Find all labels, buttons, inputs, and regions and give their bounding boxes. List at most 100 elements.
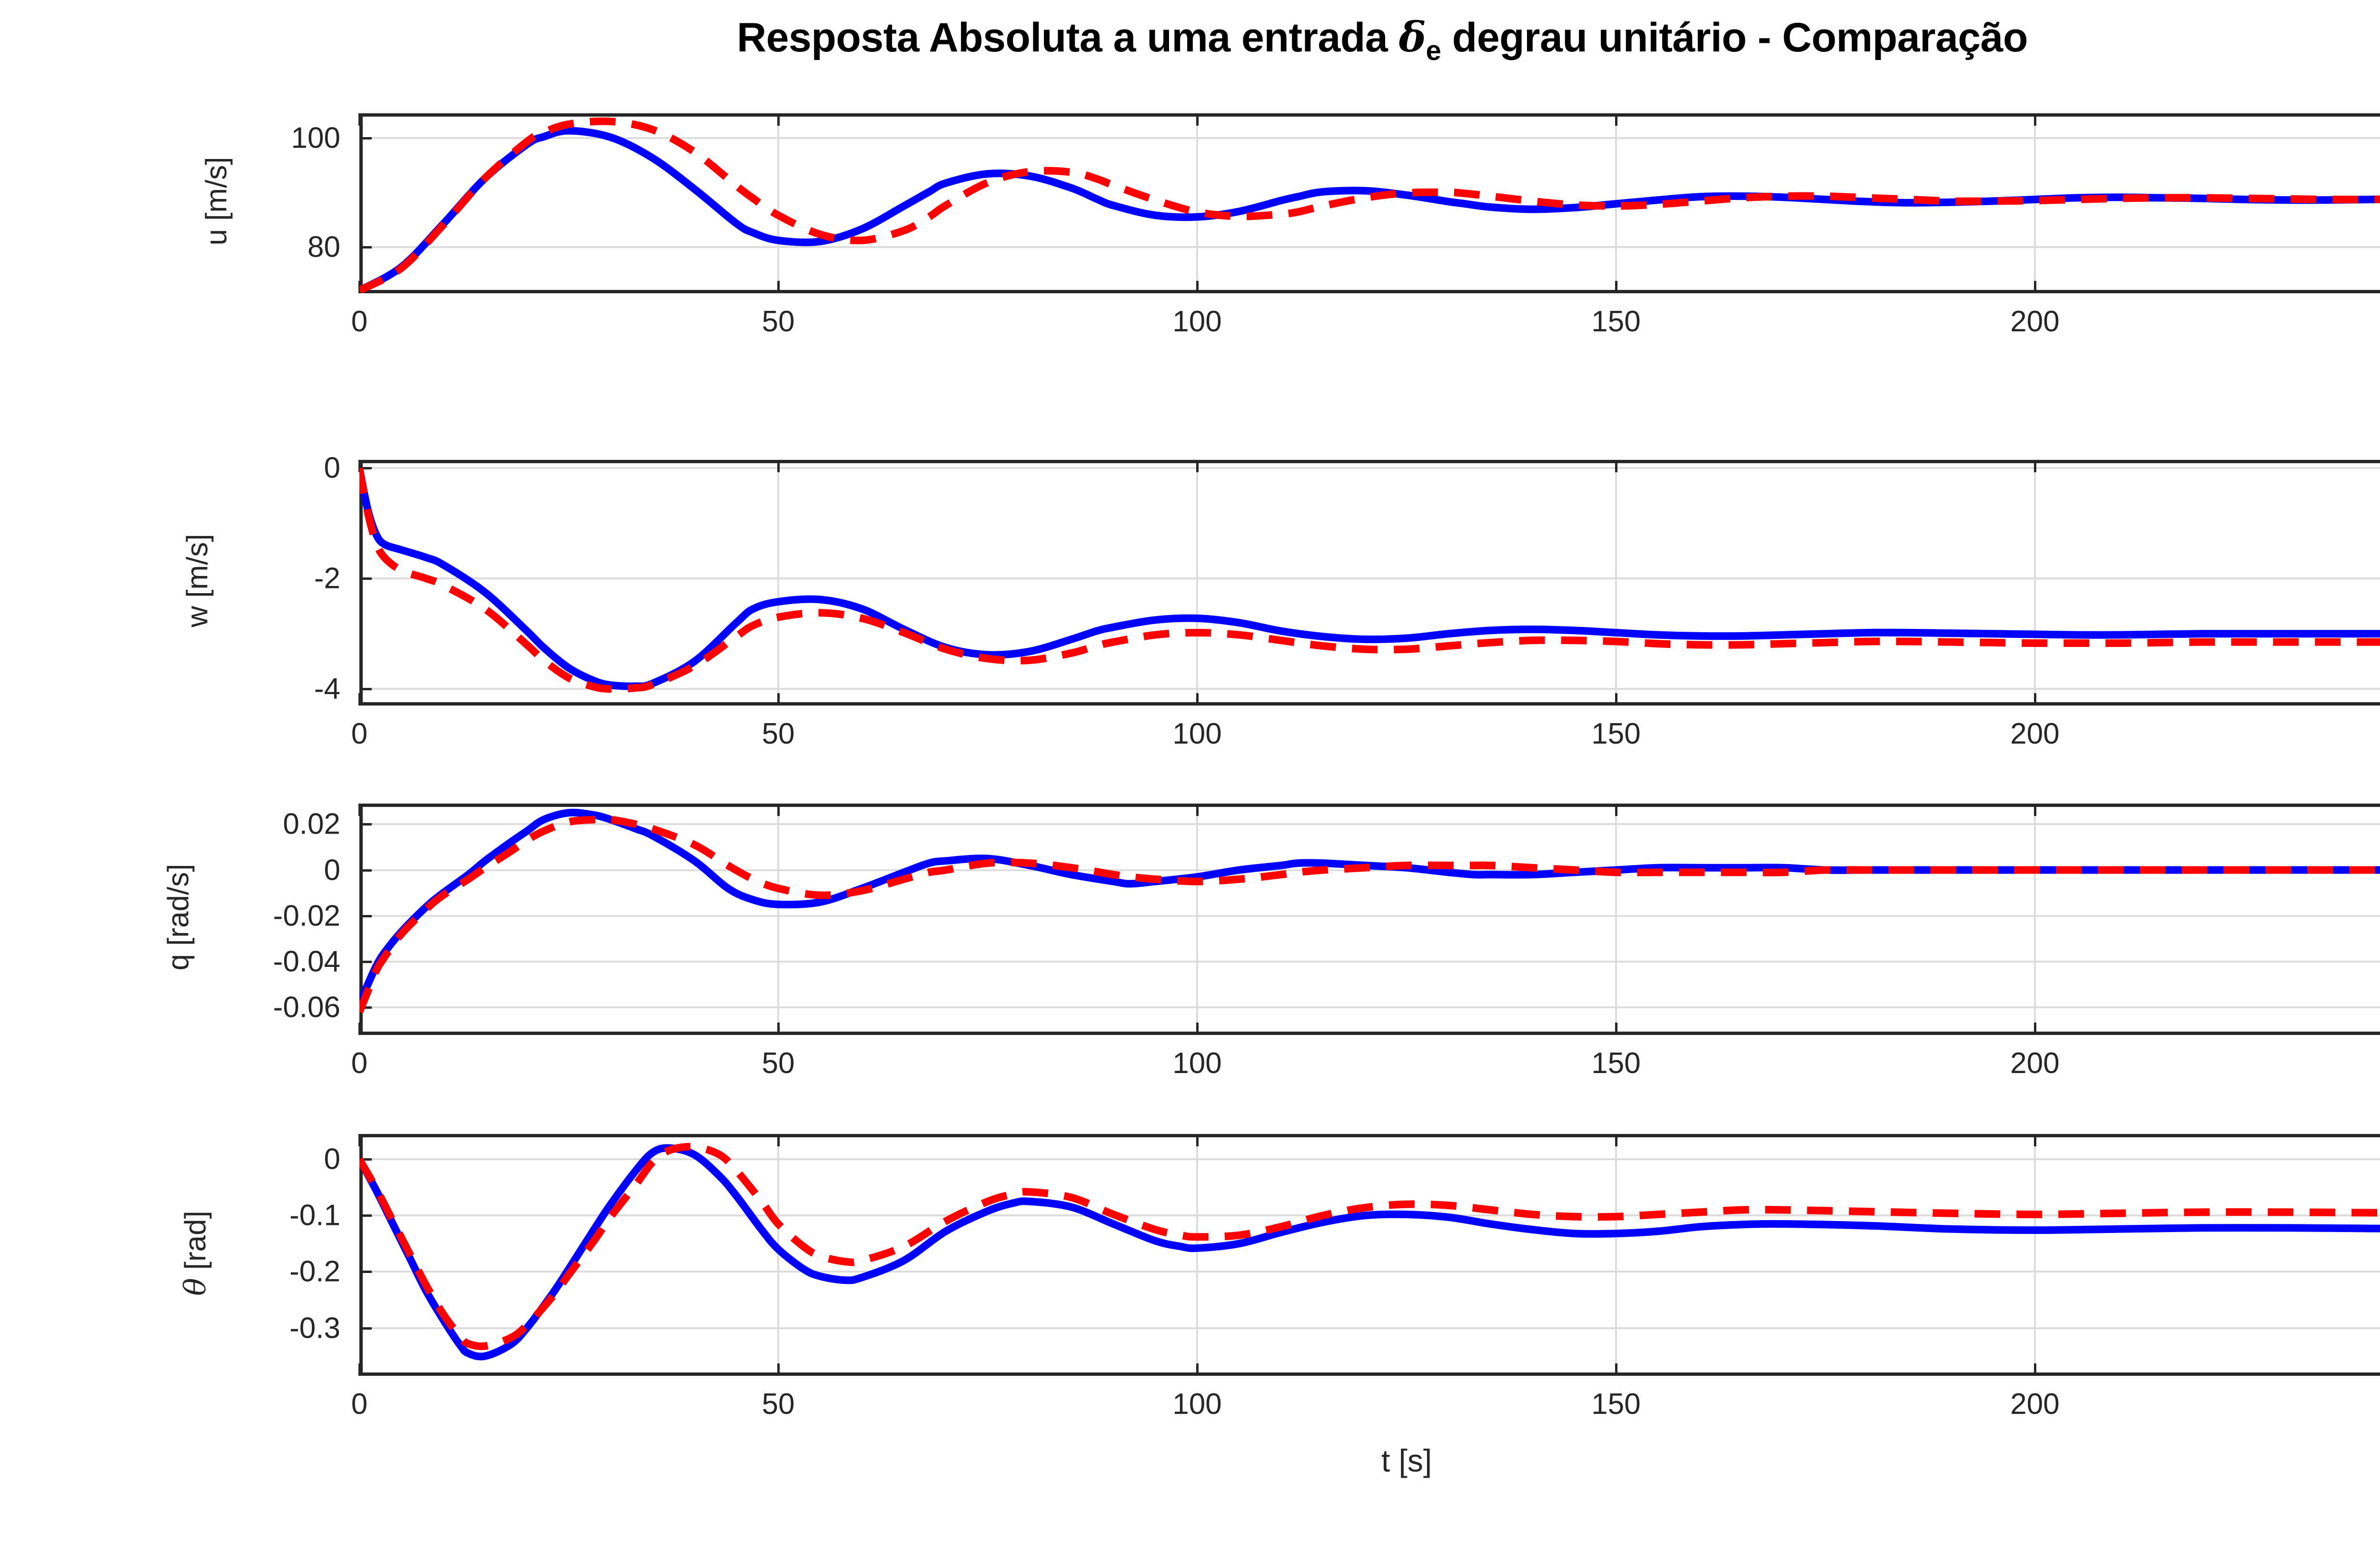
y-axis-tick <box>359 961 372 964</box>
series-line-nao-linear <box>359 117 2380 293</box>
x-axis-tick <box>1615 693 1617 706</box>
y-axis-label: u [m/s] <box>200 157 233 246</box>
y-axis-tick <box>359 1006 372 1009</box>
x-axis-tick-label: 0 <box>351 717 368 750</box>
y-axis-tick <box>359 915 372 917</box>
series-line-linear <box>359 1144 2380 1361</box>
y-axis-tick <box>359 869 372 872</box>
gridline-horizontal <box>359 577 2380 580</box>
axes-frame <box>359 804 2380 1035</box>
y-axis-tick-label: 0 <box>324 451 340 485</box>
series-line-nao-linear <box>359 815 2380 1014</box>
x-axis-tick <box>777 460 780 472</box>
plot-curves <box>359 117 2380 293</box>
x-axis-tick-label: 100 <box>1172 1047 1222 1080</box>
x-axis-tick-label: 150 <box>1591 1388 1641 1421</box>
y-axis-tick-label: -0.04 <box>273 945 340 978</box>
x-axis-tick-label: 200 <box>2010 717 2060 750</box>
subplot-w <box>358 460 2380 706</box>
x-axis-tick <box>1615 281 1617 293</box>
x-axis-tick-label: 200 <box>2010 1388 2060 1421</box>
gridline-vertical <box>777 460 779 706</box>
x-axis-tick <box>358 1134 361 1146</box>
gridline-vertical <box>1615 804 1617 1035</box>
gridline-vertical <box>1196 804 1198 1035</box>
gridline-vertical <box>2034 460 2036 706</box>
axes-frame <box>359 1134 2380 1376</box>
gridline-vertical <box>1615 1134 1617 1376</box>
gridline-vertical <box>1196 1134 1198 1376</box>
y-axis-tick-label: -0.1 <box>289 1199 340 1232</box>
x-axis-tick <box>1615 1363 1617 1376</box>
x-axis-tick-label: 200 <box>2010 305 2060 338</box>
gridline-vertical <box>1615 460 1617 706</box>
x-axis-tick <box>358 1363 361 1376</box>
gridline-vertical <box>2034 1134 2036 1376</box>
gridline-vertical <box>777 1134 779 1376</box>
series-line-linear <box>359 808 2380 1004</box>
x-axis-tick-label: 50 <box>762 1047 795 1080</box>
gridline-horizontal <box>359 823 2380 825</box>
gridline-horizontal <box>359 688 2380 690</box>
subplot-q <box>358 804 2380 1035</box>
x-axis-tick <box>1196 1023 1199 1035</box>
y-axis-tick <box>359 823 372 826</box>
x-axis-tick <box>1615 1134 1617 1146</box>
plot-curves <box>359 808 2380 1014</box>
x-axis-tick <box>1196 460 1199 472</box>
gridline-vertical <box>1196 113 1198 293</box>
figure-title: Resposta Absoluta a uma entrada δe degra… <box>0 13 2380 67</box>
x-axis-tick-label: 50 <box>762 1388 795 1421</box>
series-line-linear <box>359 467 2380 690</box>
x-axis-tick-label: 200 <box>2010 1047 2060 1080</box>
series-line-nao-linear <box>359 467 2380 693</box>
y-axis-tick <box>359 1271 372 1273</box>
gridline-vertical <box>2034 804 2036 1035</box>
y-axis-tick <box>359 1214 372 1217</box>
x-axis-tick <box>777 113 780 126</box>
y-axis-tick-label: 0 <box>324 1143 340 1176</box>
x-axis-tick <box>2034 804 2036 816</box>
x-axis-tick-label: 0 <box>351 305 368 338</box>
gridline-vertical <box>777 113 779 293</box>
x-axis-tick <box>358 1023 361 1035</box>
y-axis-tick-label: -0.02 <box>273 899 340 933</box>
x-axis-tick <box>1196 804 1199 816</box>
title-prefix: Resposta Absoluta a uma entrada <box>737 15 1399 60</box>
y-axis-tick-label: 100 <box>291 121 340 155</box>
x-axis-tick-label: 150 <box>1591 305 1641 338</box>
x-axis-tick <box>358 460 361 472</box>
x-axis-tick <box>1196 693 1199 706</box>
y-axis-label: θ [rad] <box>178 1211 213 1296</box>
x-axis-tick <box>1615 113 1617 126</box>
gridline-vertical <box>1196 460 1198 706</box>
x-axis-tick <box>777 804 780 816</box>
x-axis-tick <box>1615 804 1617 816</box>
x-axis-tick <box>2034 1363 2036 1376</box>
gridline-horizontal <box>359 137 2380 139</box>
y-axis-tick <box>359 467 372 470</box>
y-axis-tick <box>359 1158 372 1161</box>
x-axis-tick <box>1615 460 1617 472</box>
x-axis-tick <box>1196 1363 1199 1376</box>
x-axis-tick <box>777 281 780 293</box>
y-axis-tick-label: 80 <box>307 230 340 264</box>
x-axis-tick-label: 50 <box>762 305 795 338</box>
series-line-linear <box>359 127 2380 293</box>
gridline-horizontal <box>359 1006 2380 1009</box>
x-axis-tick <box>358 693 361 706</box>
x-axis-tick-label: 150 <box>1591 717 1641 750</box>
x-axis-tick-label: 0 <box>351 1388 368 1421</box>
x-axis-tick <box>2034 1023 2036 1035</box>
y-axis-label: w [m/s] <box>181 534 214 627</box>
x-axis-tick-label: 100 <box>1172 305 1222 338</box>
y-axis-tick-label: -4 <box>314 672 340 706</box>
y-axis-tick-label: -0.2 <box>289 1255 340 1288</box>
gridline-horizontal <box>359 1327 2380 1329</box>
x-axis-tick <box>2034 113 2036 126</box>
gridline-horizontal <box>359 246 2380 248</box>
gridline-horizontal <box>359 1158 2380 1161</box>
delta-symbol: δ <box>1398 13 1426 61</box>
y-axis-tick-label: -0.06 <box>273 991 340 1024</box>
